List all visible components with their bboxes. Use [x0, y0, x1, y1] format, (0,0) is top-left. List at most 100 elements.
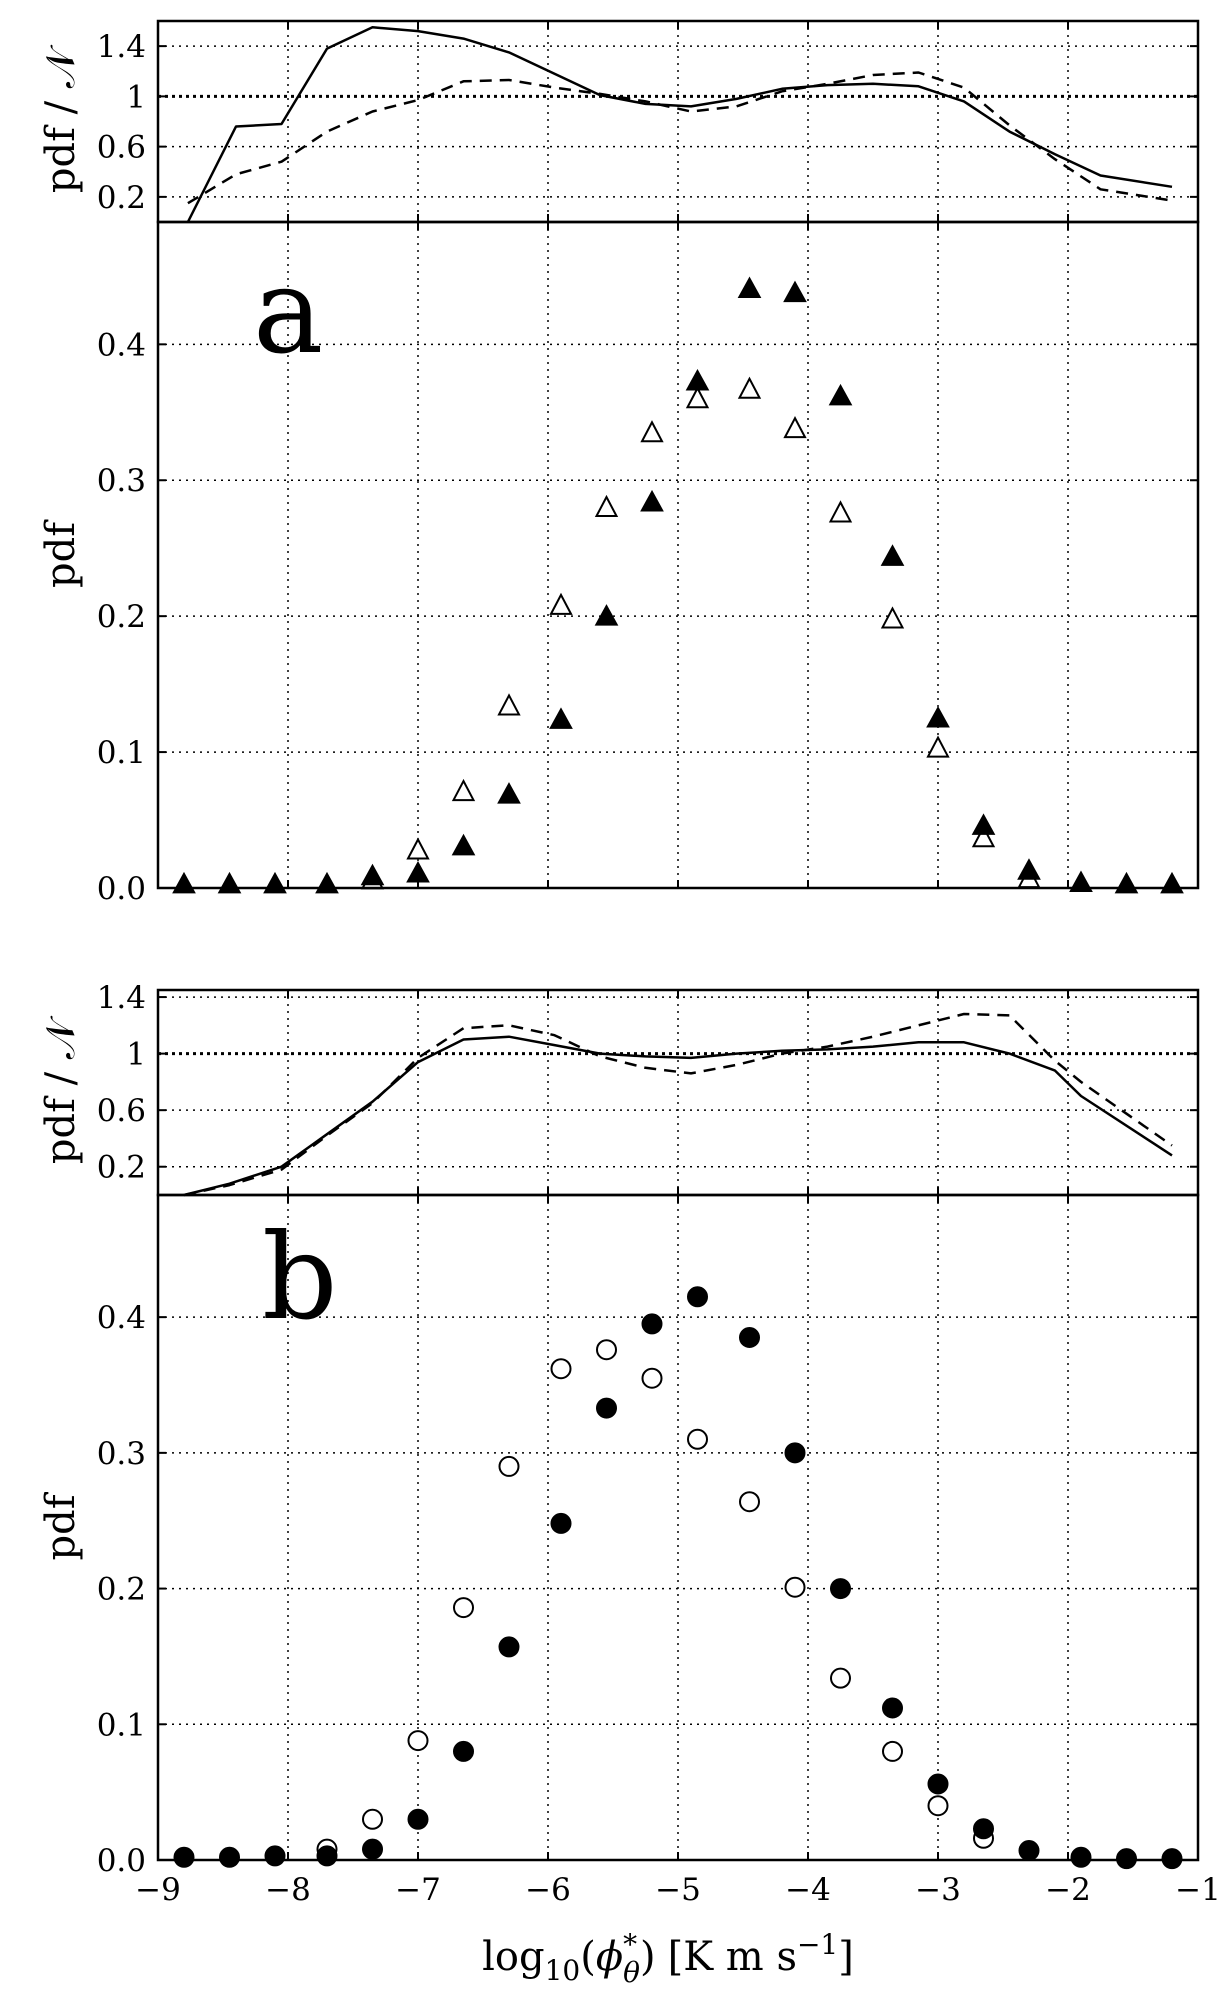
point-circle-filled — [498, 1636, 520, 1658]
point-triangle-filled — [406, 860, 430, 883]
point-circle-open — [641, 1367, 663, 1389]
point-circle-open — [784, 1576, 806, 1598]
point-triangle-open — [880, 606, 905, 629]
point-triangle-filled — [783, 280, 807, 303]
x-axis-label: log10(ϕ* θ) [K m s−1] — [482, 1928, 854, 1989]
y-axis-label: pdf — [38, 1491, 84, 1560]
point-circle-open — [830, 1667, 851, 1689]
point-triangle-filled — [737, 276, 762, 299]
point-circle-filled — [550, 1512, 572, 1534]
xtick-label: −8 — [265, 1872, 311, 1908]
point-circle-filled — [882, 1697, 903, 1719]
point-circle-filled — [784, 1442, 806, 1464]
ytick-label: 0.1 — [97, 735, 146, 771]
point-triangle-filled — [594, 604, 619, 626]
x-axis-label-paren: ( — [580, 1934, 596, 1980]
scatter-plot-a: 0.0 0.1 0.2 0.3 0.4 pdf a — [38, 220, 1200, 907]
xtick-label: −5 — [655, 1872, 701, 1908]
point-triangle-open — [737, 376, 762, 399]
point-triangle-open — [640, 420, 664, 443]
xtick-label: −7 — [395, 1872, 441, 1908]
y-axis-label: pdf / 𝒩 — [38, 1015, 84, 1164]
point-triangle-open — [828, 500, 853, 523]
point-circle-open — [407, 1730, 429, 1752]
point-circle-filled — [173, 1846, 195, 1868]
point-triangle-filled — [640, 489, 664, 512]
xtick-label: −1 — [1175, 1872, 1221, 1908]
xtick-label: −2 — [1045, 1872, 1091, 1908]
point-triangle-filled — [685, 368, 710, 391]
x-axis-label-sub: 10 — [545, 1954, 581, 1987]
point-triangle-open — [685, 386, 710, 409]
point-circle-filled — [453, 1740, 474, 1762]
ytick-label: 0.4 — [97, 1300, 146, 1336]
point-triangle-filled — [172, 871, 196, 894]
series-line-dashed — [183, 1012, 1173, 1197]
ytick-label: 1 — [126, 1037, 146, 1073]
x-axis-label-units: [K m s — [668, 1934, 797, 1980]
point-triangle-filled — [1069, 870, 1093, 893]
point-circle-filled — [219, 1846, 240, 1868]
point-circle-filled — [973, 1818, 994, 1840]
panel-letter-a: a — [253, 242, 323, 380]
point-circle-filled — [1018, 1840, 1040, 1861]
point-triangle-filled — [217, 871, 242, 894]
ytick-label: 0.6 — [97, 1093, 146, 1129]
ytick-label: 0.0 — [97, 1843, 146, 1879]
x-axis-label-theta: θ — [623, 1956, 640, 1989]
ytick-label: 0.3 — [97, 1436, 146, 1472]
point-triangle-filled — [926, 706, 950, 728]
point-triangle-filled — [1114, 871, 1139, 894]
xtick-label: −6 — [525, 1872, 571, 1908]
point-triangle-open — [406, 837, 430, 860]
point-circle-open — [927, 1795, 949, 1817]
point-triangle-open — [594, 494, 619, 518]
xtick-label: −4 — [785, 1872, 831, 1908]
plot-frame — [156, 1193, 1200, 1862]
x-axis-label-log: log — [482, 1934, 544, 1980]
point-circle-open — [739, 1491, 760, 1513]
xtick-label: −3 — [915, 1872, 961, 1908]
x-axis-label-units-exp: −1 — [797, 1928, 838, 1961]
ytick-label: 1 — [126, 79, 146, 115]
ytick-label: 0.2 — [97, 1572, 146, 1608]
xtick-label: −9 — [135, 1872, 181, 1908]
ratio-plot-b: 1.4 1 0.6 0.2 pdf / 𝒩 — [38, 980, 1200, 1197]
ratio-plot-a: 1.4 1 0.6 0.2 pdf / 𝒩 — [38, 19, 1200, 224]
ytick-label: 0.1 — [97, 1707, 146, 1743]
point-circle-open — [687, 1428, 708, 1450]
point-triangle-open — [926, 735, 950, 758]
ytick-label: 0.2 — [97, 599, 146, 635]
point-triangle-open — [971, 825, 996, 848]
plot-frame — [156, 220, 1200, 890]
point-circle-filled — [641, 1313, 663, 1335]
point-circle-open — [453, 1597, 474, 1619]
point-triangle-open — [783, 416, 807, 439]
point-triangle-filled — [360, 863, 385, 886]
ytick-label: 0.0 — [97, 871, 146, 907]
point-circle-filled — [1116, 1848, 1137, 1870]
x-axis-label-units-close: ] — [838, 1934, 854, 1980]
point-triangle-filled — [497, 782, 521, 804]
point-circle-filled — [687, 1286, 708, 1308]
point-circle-filled — [407, 1808, 429, 1830]
plot-frame — [156, 988, 1200, 1197]
ytick-label: 0.6 — [97, 130, 146, 166]
point-circle-filled — [1070, 1846, 1092, 1868]
y-axis-label: pdf — [38, 519, 84, 588]
point-circle-filled — [362, 1838, 383, 1860]
point-triangle-filled — [1017, 858, 1041, 880]
point-triangle-filled — [263, 871, 287, 894]
point-circle-open — [882, 1740, 903, 1762]
point-circle-open — [550, 1358, 572, 1380]
x-axis-label-star: * — [623, 1928, 637, 1961]
point-circle-open — [596, 1339, 617, 1361]
y-axis-label: pdf / 𝒩 — [38, 44, 84, 193]
point-triangle-filled — [1160, 871, 1184, 894]
ytick-label: 0.3 — [97, 463, 146, 499]
scatter-plot-b: 0.0 0.1 0.2 0.3 0.4 −9 −8 −7 −6 −5 −4 −3… — [38, 1193, 1221, 1908]
point-circle-filled — [830, 1578, 851, 1600]
series-line-solid — [186, 26, 1173, 223]
point-circle-open — [498, 1455, 520, 1477]
